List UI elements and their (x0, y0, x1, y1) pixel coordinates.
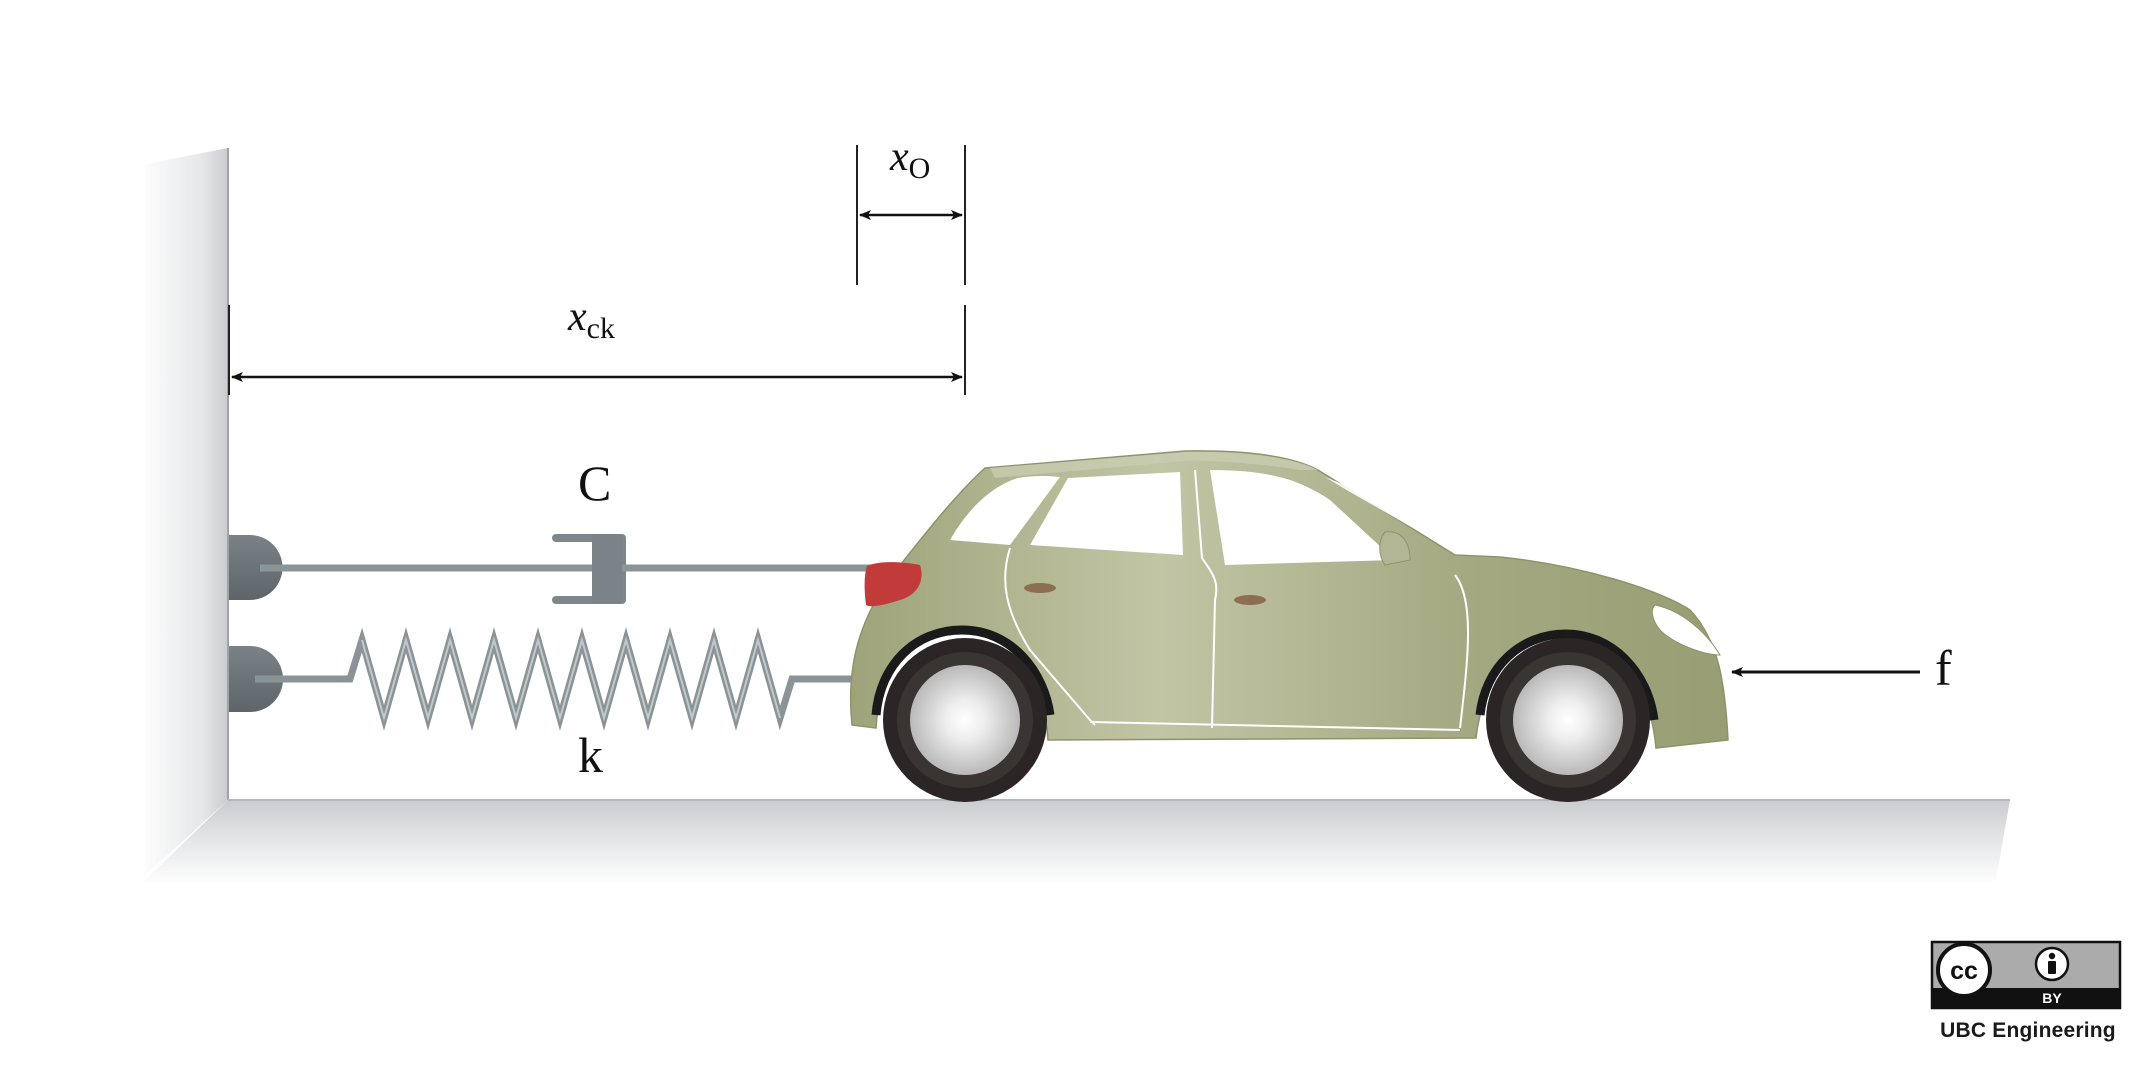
x-o-subscript: O (909, 152, 931, 185)
x-ck-label: xck (567, 294, 615, 345)
damper: C (229, 455, 872, 603)
wall (140, 148, 228, 880)
x-o-label: xO (889, 134, 930, 185)
by-text: BY (2042, 990, 2062, 1006)
hub-front (1513, 665, 1623, 775)
dimension-x-o: xO (857, 134, 965, 285)
wheel-rear (883, 638, 1047, 802)
door-handle-front (1234, 595, 1266, 605)
spring-label: k (578, 727, 603, 783)
wheel-front (1486, 638, 1650, 802)
spring-coil-highlight (362, 640, 780, 718)
spring: k (229, 640, 860, 783)
force-label: f (1935, 640, 1952, 696)
dimension-x-ck: xck (229, 294, 965, 395)
damper-piston (592, 535, 622, 603)
force-arrow: f (1732, 640, 1952, 696)
car (851, 451, 1728, 802)
door-handle-rear (1024, 583, 1056, 593)
credit-text: UBC Engineering (1928, 1019, 2128, 1043)
attribution-icon (2036, 948, 2068, 980)
hub-rear (910, 665, 1020, 775)
floor (140, 800, 2010, 885)
cc-by-badge: cc BY (1932, 942, 2120, 1008)
damper-label: C (578, 455, 611, 511)
x-ck-subscript: ck (587, 312, 615, 345)
cc-glyph: cc (1950, 957, 1978, 985)
